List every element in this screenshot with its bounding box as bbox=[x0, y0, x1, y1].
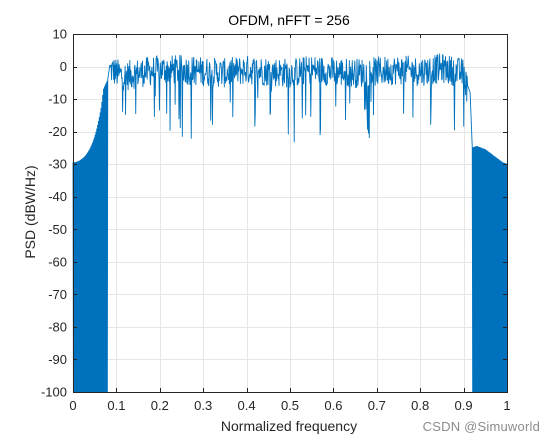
x-tick-label: 0.3 bbox=[194, 398, 212, 413]
tick-labels: 0 0.1 0.2 0.3 0.4 0.5 0.6 0.7 0.8 0.9 1-100-90-80-… bbox=[41, 27, 511, 414]
y-tick-label: -60 bbox=[48, 254, 67, 269]
plot-area bbox=[72, 53, 508, 393]
x-tick-label: 0.2 bbox=[151, 398, 169, 413]
axes bbox=[73, 34, 508, 393]
x-tick-label: 0.6 bbox=[324, 398, 342, 413]
y-tick-label: -90 bbox=[48, 352, 67, 367]
y-tick-label: -80 bbox=[48, 319, 67, 334]
x-tick-label: 0.4 bbox=[238, 398, 256, 413]
y-tick-label: -30 bbox=[48, 157, 67, 172]
x-axis-title: Normalized frequency bbox=[221, 418, 357, 434]
y-tick-label: -20 bbox=[48, 124, 67, 139]
chart-title: OFDM, nFFT = 256 bbox=[228, 12, 350, 28]
psd-series-line bbox=[72, 53, 508, 393]
x-tick-label: 0.9 bbox=[455, 398, 473, 413]
y-tick-label: -50 bbox=[48, 222, 67, 237]
y-tick-label: -100 bbox=[41, 385, 67, 400]
y-tick-label: -40 bbox=[48, 189, 67, 204]
x-tick-label: 0.5 bbox=[281, 398, 299, 413]
watermark-text: CSDN @Simuworld bbox=[422, 419, 540, 434]
x-tick-label: 1 bbox=[503, 398, 510, 413]
y-tick-label: -70 bbox=[48, 287, 67, 302]
x-tick-label: 0 bbox=[69, 398, 76, 413]
y-tick-label: 10 bbox=[53, 27, 67, 42]
y-tick-label: -10 bbox=[48, 92, 67, 107]
x-tick-label: 0.8 bbox=[411, 398, 429, 413]
x-tick-label: 0.7 bbox=[368, 398, 386, 413]
y-axis-title: PSD (dBW/Hz) bbox=[22, 165, 38, 258]
y-tick-label: 0 bbox=[60, 59, 67, 74]
x-tick-label: 0.1 bbox=[107, 398, 125, 413]
